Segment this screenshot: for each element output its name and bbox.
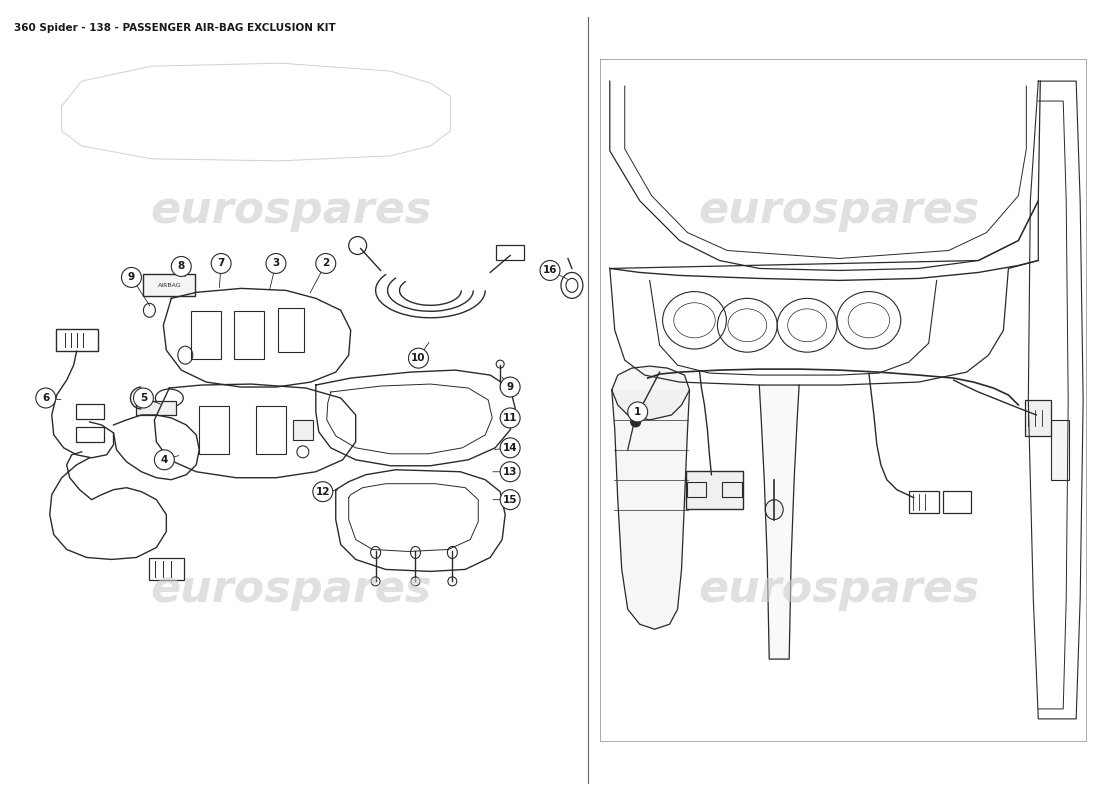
- Ellipse shape: [371, 546, 381, 558]
- Circle shape: [500, 377, 520, 397]
- Bar: [234, 311, 264, 359]
- Text: 5: 5: [140, 393, 147, 403]
- Circle shape: [628, 402, 648, 422]
- Circle shape: [500, 462, 520, 482]
- Bar: [293, 420, 312, 440]
- Ellipse shape: [448, 546, 458, 558]
- Bar: [685, 470, 744, 509]
- Circle shape: [500, 408, 520, 428]
- Text: 12: 12: [316, 486, 330, 497]
- Bar: [943, 490, 970, 513]
- Text: eurospares: eurospares: [698, 189, 980, 232]
- Polygon shape: [612, 390, 690, 630]
- Text: eurospares: eurospares: [151, 568, 431, 611]
- Circle shape: [312, 482, 333, 502]
- Bar: [1052, 420, 1069, 480]
- Ellipse shape: [561, 273, 583, 298]
- Text: 14: 14: [503, 443, 517, 453]
- Text: 13: 13: [503, 466, 517, 477]
- Bar: [76, 405, 103, 419]
- Bar: [278, 308, 304, 352]
- Bar: [909, 490, 938, 513]
- Circle shape: [154, 450, 174, 470]
- Bar: [1025, 400, 1052, 436]
- Bar: [686, 482, 706, 497]
- Ellipse shape: [448, 577, 456, 586]
- Text: 7: 7: [218, 258, 224, 269]
- Ellipse shape: [371, 577, 381, 586]
- Text: 4: 4: [161, 454, 168, 465]
- Bar: [256, 406, 286, 454]
- Bar: [723, 482, 743, 497]
- Bar: [496, 245, 524, 261]
- Text: 360 Spider - 138 - PASSENGER AIR-BAG EXCLUSION KIT: 360 Spider - 138 - PASSENGER AIR-BAG EXC…: [14, 23, 336, 34]
- Polygon shape: [759, 385, 799, 659]
- Text: 2: 2: [322, 258, 329, 269]
- Ellipse shape: [630, 417, 640, 427]
- Text: eurospares: eurospares: [698, 568, 980, 611]
- Text: 15: 15: [503, 494, 517, 505]
- Bar: [191, 311, 221, 359]
- Text: 9: 9: [128, 273, 135, 282]
- Text: 3: 3: [273, 258, 279, 269]
- Text: 9: 9: [507, 382, 514, 392]
- Circle shape: [500, 490, 520, 510]
- Ellipse shape: [496, 360, 504, 368]
- Text: 11: 11: [503, 413, 517, 423]
- Ellipse shape: [411, 577, 420, 586]
- Bar: [56, 330, 98, 351]
- Ellipse shape: [410, 546, 420, 558]
- Circle shape: [500, 438, 520, 458]
- Circle shape: [540, 261, 560, 281]
- Bar: [148, 558, 184, 580]
- Circle shape: [266, 254, 286, 274]
- Text: 6: 6: [42, 393, 50, 403]
- Polygon shape: [612, 366, 690, 420]
- Text: 16: 16: [542, 266, 558, 275]
- Circle shape: [36, 388, 56, 408]
- Ellipse shape: [766, 500, 783, 519]
- Bar: [136, 401, 176, 415]
- Circle shape: [172, 257, 191, 277]
- Circle shape: [133, 388, 153, 408]
- Text: 10: 10: [411, 353, 426, 363]
- Bar: [143, 274, 195, 296]
- Bar: [76, 427, 103, 442]
- Circle shape: [408, 348, 428, 368]
- Text: AIRBAG: AIRBAG: [157, 283, 182, 288]
- Bar: [199, 406, 229, 454]
- Circle shape: [211, 254, 231, 274]
- Circle shape: [121, 267, 142, 287]
- Ellipse shape: [565, 278, 578, 292]
- Text: 8: 8: [178, 262, 185, 271]
- Circle shape: [316, 254, 336, 274]
- Text: eurospares: eurospares: [151, 189, 431, 232]
- Text: 1: 1: [634, 407, 641, 417]
